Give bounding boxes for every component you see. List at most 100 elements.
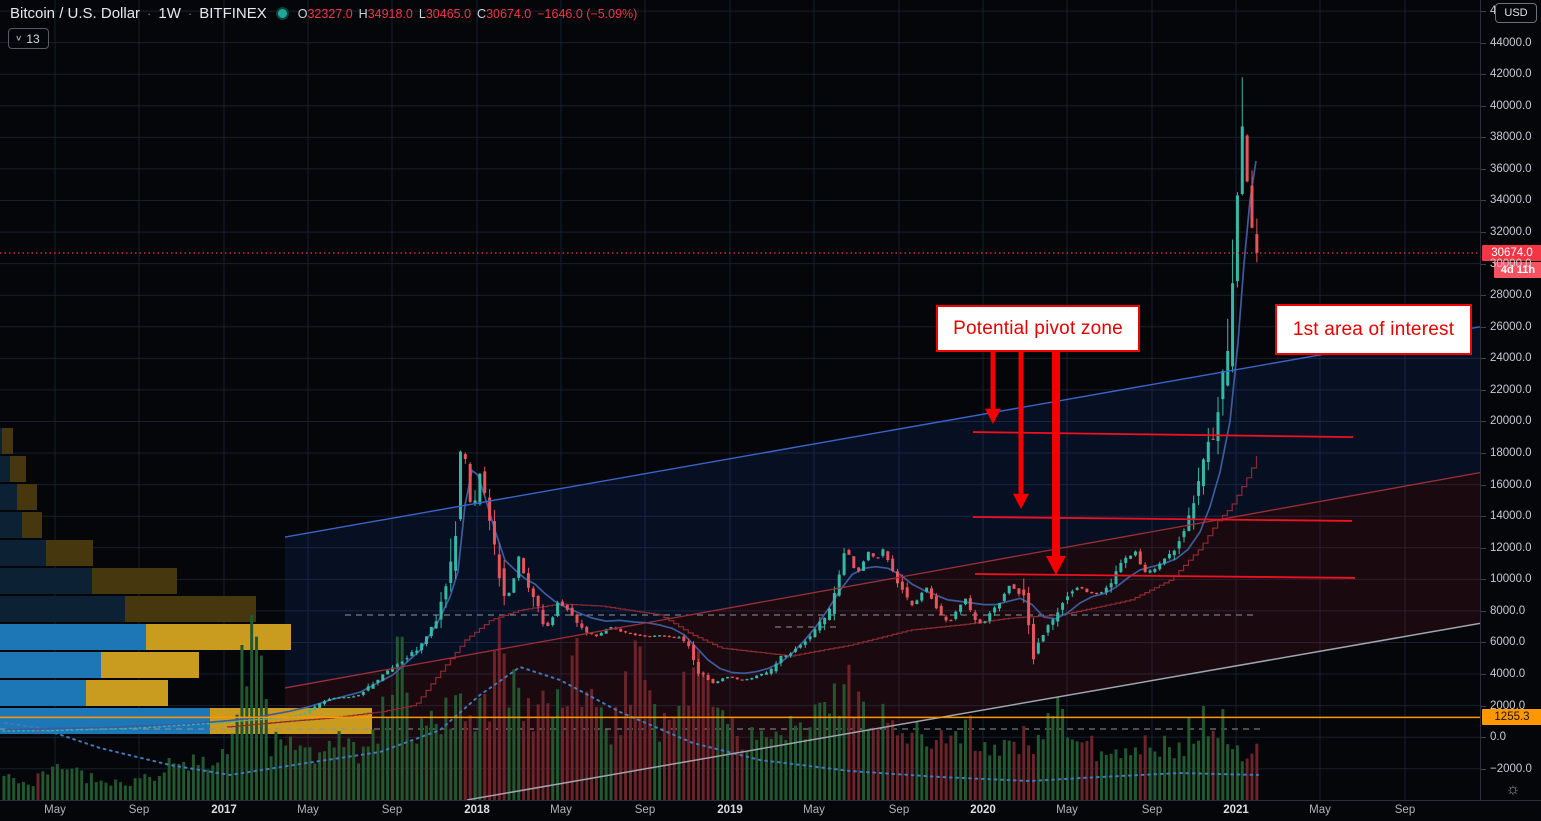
annotation-text: Potential pivot zone [953,317,1123,339]
price-tick-label: 30000.0 [1481,257,1541,271]
time-tick-label: May [44,804,66,816]
trendline-red[interactable] [284,471,1480,689]
volume-profile-down-bar [46,540,93,566]
volume-profile-down-bar [22,512,42,538]
volume-profile-up-bar [0,652,101,678]
indicator-count: 13 [26,31,40,46]
chart-canvas[interactable]: Bitcoin / U.S. Dollar · 1W · BITFINEX O3… [0,0,1480,800]
candlestick-series [2,126,1259,732]
tick-mark [1481,358,1486,360]
volume-profile-up-bar [0,540,46,566]
trendline-blue[interactable] [284,326,1480,538]
currency-unit-button[interactable]: USD [1495,3,1537,23]
time-axis[interactable]: May Sep 2017 May Sep 2018 May Sep 2019 May Sep 2020… [0,800,1541,821]
annotation-area-of-interest[interactable]: 1st area of interest [1275,304,1472,355]
tick-mark [1481,389,1486,391]
tick-mark [1481,200,1486,202]
arrow-down-icon[interactable] [990,349,996,409]
chevron-down-icon: ∨ [15,34,23,43]
price-tick-label: 2000.0 [1481,699,1541,713]
time-tick-label: 2018 [464,804,490,816]
tick-mark [1481,295,1486,297]
tick-mark [1481,105,1486,107]
sr-line[interactable] [972,431,1354,439]
tick-mark [1481,137,1486,139]
price-axis[interactable]: USD 30674.0 4d 11h 1255.3 46000.044000.0… [1480,0,1541,800]
price-tick-label: 40000.0 [1481,99,1541,113]
volume-profile-up-bar [0,596,125,622]
price-tick-label: −2000.0 [1481,762,1541,776]
price-tick-label: 34000.0 [1481,193,1541,207]
separator: · [187,6,193,21]
price-tick-label: 24000.0 [1481,351,1541,365]
price-tick-label: 38000.0 [1481,130,1541,144]
time-tick-label: May [1056,804,1078,816]
tick-mark [1481,547,1486,549]
annotation-text: 1st area of interest [1292,318,1455,340]
price-tick-label: 6000.0 [1481,635,1541,649]
time-tick-label: Sep [1394,804,1416,816]
tick-mark [1481,516,1486,518]
time-tick-label: 2019 [717,804,743,816]
trendline-gray[interactable] [466,622,1480,800]
sr-line[interactable] [972,516,1353,522]
stepped-ma-line [227,455,1258,728]
time-tick-label: May [550,804,572,816]
price-tick-label: 22000.0 [1481,383,1541,397]
sr-lines[interactable] [972,431,1356,579]
tick-mark [1481,263,1486,265]
price-tick-label: 18000.0 [1481,446,1541,460]
volume-profile-up-bar [0,624,146,650]
chart-svg [0,0,1480,800]
price-tick-label: 4000.0 [1481,667,1541,681]
tick-mark [1481,168,1486,170]
volume-profile-up-bar [0,428,2,454]
time-tick-label: Sep [888,804,910,816]
tick-mark [1481,42,1486,44]
volume-profile-down-bar [2,428,13,454]
tick-mark [1481,737,1486,739]
change-value: −1646.0 (−5.09%) [537,6,638,21]
volume-profile-up-bar [0,568,92,594]
price-tick-label: 44000.0 [1481,36,1541,50]
tick-mark [1481,453,1486,455]
tick-mark [1481,74,1486,76]
volume-profile-up-bar [0,708,210,734]
tick-mark [1481,579,1486,581]
open-label: O [297,6,308,21]
low-label: L [418,6,426,21]
volume-profile-down-bar [17,484,37,510]
time-tick-label: 2017 [211,804,237,816]
arrow-down-icon[interactable] [1052,352,1060,556]
arrow-head-icon [1046,556,1066,575]
volume-profile-down-bar [86,680,168,706]
time-tick-label: May [297,804,319,816]
price-tick-label: 42000.0 [1481,67,1541,81]
interval-label[interactable]: 1W [158,5,181,22]
tick-mark [1481,232,1486,234]
volume-profile-down-bar [146,624,291,650]
volume-profile-down-bar [92,568,177,594]
price-tick-label: 28000.0 [1481,288,1541,302]
symbol-title[interactable]: Bitcoin / U.S. Dollar [10,5,141,22]
price-tick-label: 14000.0 [1481,509,1541,523]
arrow-down-icon[interactable] [1018,349,1024,494]
volume-profile [0,428,372,734]
volume-profile-down-bar [101,652,199,678]
arrow-head-icon [985,408,1001,424]
price-tick-label: 36000.0 [1481,162,1541,176]
time-tick-label: Sep [1141,804,1163,816]
exchange-label[interactable]: BITFINEX [199,5,267,22]
sr-line[interactable] [974,573,1356,579]
time-tick-label: Sep [634,804,656,816]
price-tick-label: 20000.0 [1481,414,1541,428]
arrow-head-icon [1013,493,1029,509]
annotation-pivot-zone[interactable]: Potential pivot zone [936,305,1140,352]
indicators-collapse-button[interactable]: ∨ 13 [8,28,49,49]
price-tick-label: 8000.0 [1481,604,1541,618]
tick-mark [1481,705,1486,707]
time-tick-label: Sep [128,804,150,816]
brightness-icon[interactable]: ☼ [1505,781,1521,798]
channel-fill-blue [285,326,1480,688]
annotation-arrows[interactable] [985,349,1066,575]
